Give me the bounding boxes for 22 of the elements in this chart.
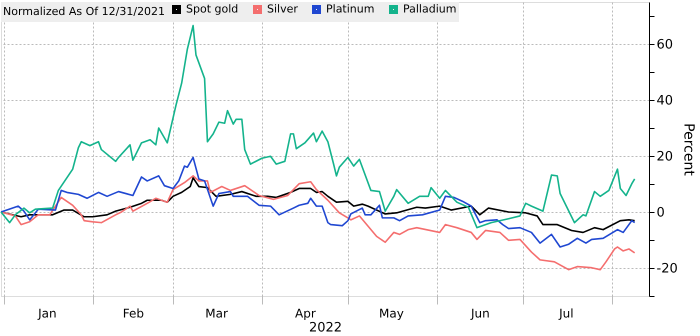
y-tick-label: 60 (656, 38, 674, 52)
x-tick-label: Mar (205, 306, 228, 320)
x-tick-label: Jun (470, 306, 490, 320)
legend-title: Normalized As Of 12/31/2021 (3, 5, 166, 18)
legend-label: Palladium (403, 2, 456, 16)
y-tick-label: 0 (656, 206, 665, 220)
line-series (0, 24, 636, 228)
line-series (0, 156, 636, 248)
y-axis-title: Percent (680, 123, 697, 176)
legend-label: Silver (267, 2, 298, 16)
y-tick-label: 40 (656, 94, 674, 108)
legend-label: Spot gold (186, 2, 238, 16)
y-tick-label: -20 (656, 262, 678, 276)
line-series (0, 175, 636, 270)
x-tick-label: Feb (122, 306, 144, 320)
x-axis-title: 2022 (308, 320, 342, 336)
x-tick-label: Jan (37, 306, 57, 320)
legend-label: Platinum (326, 2, 374, 16)
x-tick-label: May (379, 306, 404, 320)
y-tick-label: 20 (656, 150, 674, 164)
x-tick-label: Jul (558, 306, 574, 320)
x-tick-label: Apr (295, 306, 316, 320)
